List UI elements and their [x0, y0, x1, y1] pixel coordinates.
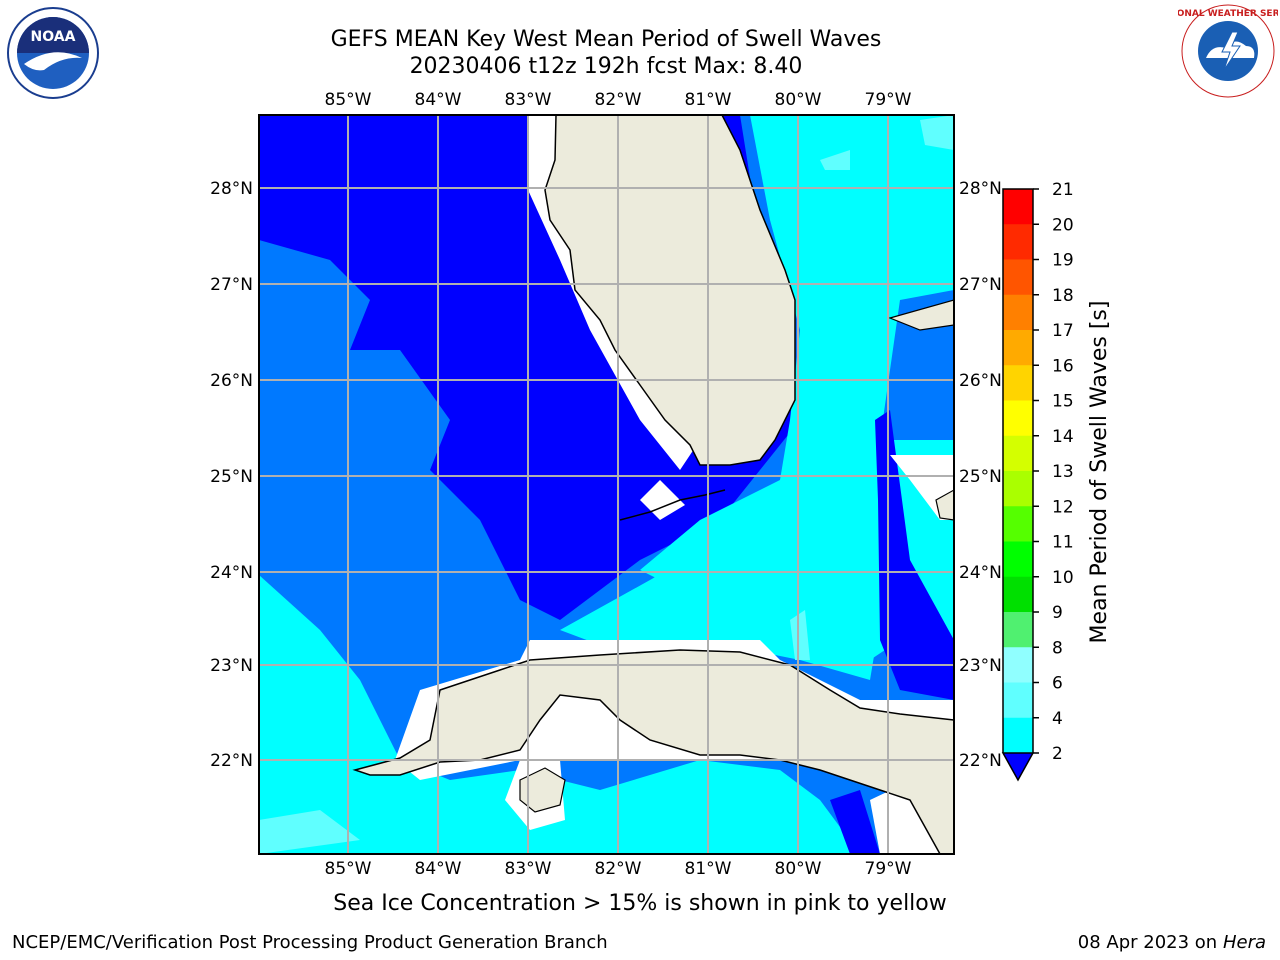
- lon-label: 80°W: [775, 90, 822, 110]
- colorbar-tick-label: 2: [1052, 744, 1063, 764]
- lat-label: 27°N: [210, 275, 253, 295]
- colorbar-segment: [1003, 647, 1033, 683]
- lon-labels-bottom: 85°W 84°W 83°W 82°W 81°W 80°W 79°W: [325, 859, 912, 879]
- lat-label: 25°N: [959, 467, 1002, 487]
- map-gridlines: [259, 115, 954, 854]
- colorbar-segment: [1003, 189, 1033, 225]
- plot-subtitle: 20230406 t12z 192h fcst Max: 8.40: [409, 54, 803, 79]
- colorbar-tick-label: 6: [1052, 674, 1063, 694]
- colorbar-tick-label: 14: [1052, 427, 1074, 447]
- colorbar-segment: [1003, 435, 1033, 472]
- colorbar-tick-label: 13: [1052, 462, 1074, 482]
- colorbar-segment: [1003, 365, 1033, 401]
- colorbar-segment: [1003, 541, 1033, 578]
- bahamas-land: [888, 299, 954, 331]
- map-field: [259, 115, 954, 854]
- credit-line: NCEP/EMC/Verification Post Processing Pr…: [12, 932, 608, 953]
- map-frame: [258, 114, 955, 855]
- lat-labels-right: 28°N 27°N 26°N 25°N 24°N 23°N 22°N: [959, 179, 1002, 771]
- svg-text:NOAA: NOAA: [31, 29, 76, 45]
- colorbar-segment: [1003, 506, 1033, 542]
- swell-period-6-8-patch-c: [259, 810, 360, 854]
- lat-labels-left: 28°N 27°N 26°N 25°N 24°N 23°N 22°N: [210, 179, 253, 771]
- swell-period-below-2-south: [830, 790, 880, 854]
- colorbar-tick-label: 12: [1052, 497, 1074, 517]
- lon-label: 79°W: [865, 859, 912, 879]
- date-line: 08 Apr 2023 on Hera: [1078, 932, 1266, 953]
- colorbar-segment: [1003, 224, 1033, 260]
- lat-label: 27°N: [959, 275, 1002, 295]
- date-text: 08 Apr 2023 on: [1077, 932, 1223, 953]
- sea-ice-caption: Sea Ice Concentration > 15% is shown in …: [333, 891, 947, 916]
- colorbar-tick-label: 11: [1052, 533, 1074, 553]
- colorbar-segment: [1003, 682, 1033, 719]
- machine-name: Hera: [1222, 932, 1266, 953]
- swell-period-6-8-patch-b: [790, 610, 810, 660]
- lat-label: 25°N: [210, 467, 253, 487]
- colorbar-segment: [1003, 330, 1033, 366]
- noaa-logo: NOAA: [7, 7, 99, 99]
- lat-label: 28°N: [210, 179, 253, 199]
- lon-label: 82°W: [595, 859, 642, 879]
- colorbar-segment: [1003, 612, 1033, 648]
- colorbar-segment: [1003, 471, 1033, 507]
- lon-label: 79°W: [865, 90, 912, 110]
- plot-title: GEFS MEAN Key West Mean Period of Swell …: [330, 27, 882, 52]
- cuba-land: [352, 649, 954, 854]
- swell-period-6-8-patch-a: [820, 150, 850, 170]
- colorbar-tick-label: 17: [1052, 321, 1074, 341]
- colorbar-segment: [1003, 717, 1033, 754]
- lon-label: 85°W: [325, 90, 372, 110]
- colorbar-label: Mean Period of Swell Waves [s]: [1087, 301, 1112, 644]
- lon-label: 84°W: [415, 90, 462, 110]
- lat-label: 23°N: [959, 656, 1002, 676]
- colorbar-tick-label: 16: [1052, 356, 1074, 376]
- lat-label: 28°N: [959, 179, 1002, 199]
- lat-label: 24°N: [210, 563, 253, 583]
- colorbar-tick-label: 9: [1052, 603, 1063, 623]
- lon-label: 81°W: [685, 90, 732, 110]
- swell-period-below-2-bahamas: [875, 410, 954, 700]
- colorbar-segment: [1003, 259, 1033, 296]
- colorbar-tick-label: 4: [1052, 709, 1063, 729]
- florida-land: [544, 115, 796, 466]
- colorbar-tick-label: 15: [1052, 392, 1074, 412]
- lat-label: 24°N: [959, 563, 1002, 583]
- lon-label: 80°W: [775, 859, 822, 879]
- lon-label: 85°W: [325, 859, 372, 879]
- andros-land: [935, 489, 954, 521]
- colorbar-tick-label: 18: [1052, 286, 1074, 306]
- colorbar-tick-label: 8: [1052, 638, 1063, 658]
- lat-label: 23°N: [210, 656, 253, 676]
- lon-label: 81°W: [685, 859, 732, 879]
- colorbar-tick-label: 20: [1052, 215, 1074, 235]
- lat-label: 26°N: [210, 371, 253, 391]
- colorbar-segment: [1003, 576, 1033, 613]
- no-data-area-keys: [640, 480, 685, 520]
- swell-period-4-6-south: [259, 575, 860, 854]
- colorbar-tick-label: 21: [1052, 180, 1074, 200]
- lon-label: 83°W: [505, 90, 552, 110]
- florida-keys: [619, 489, 726, 521]
- swell-period-6-8: [920, 115, 954, 150]
- colorbar-segment: [1003, 294, 1033, 331]
- colorbar: 21 20 19 18 17 16 15 14 13 12 11 10 9 8 6 4 2: [1001, 180, 1074, 782]
- lon-label: 83°W: [505, 859, 552, 879]
- lat-label: 22°N: [210, 751, 253, 771]
- isle-of-youth-land: [519, 767, 566, 813]
- lon-labels-top: 85°W 84°W 83°W 82°W 81°W 80°W 79°W: [325, 90, 912, 110]
- lat-label: 26°N: [959, 371, 1002, 391]
- colorbar-tick-label: 19: [1052, 251, 1074, 271]
- lat-label: 22°N: [959, 751, 1002, 771]
- svg-text:NATIONAL WEATHER SERVICE: NATIONAL WEATHER SERVICE: [1178, 9, 1278, 19]
- lon-label: 82°W: [595, 90, 642, 110]
- national-weather-service-logo: NATIONAL WEATHER SERVICE: [1178, 4, 1278, 98]
- lon-label: 84°W: [415, 859, 462, 879]
- colorbar-segment: [1003, 400, 1033, 437]
- colorbar-extend-arrow: [1001, 752, 1035, 782]
- colorbar-tick-label: 10: [1052, 568, 1074, 588]
